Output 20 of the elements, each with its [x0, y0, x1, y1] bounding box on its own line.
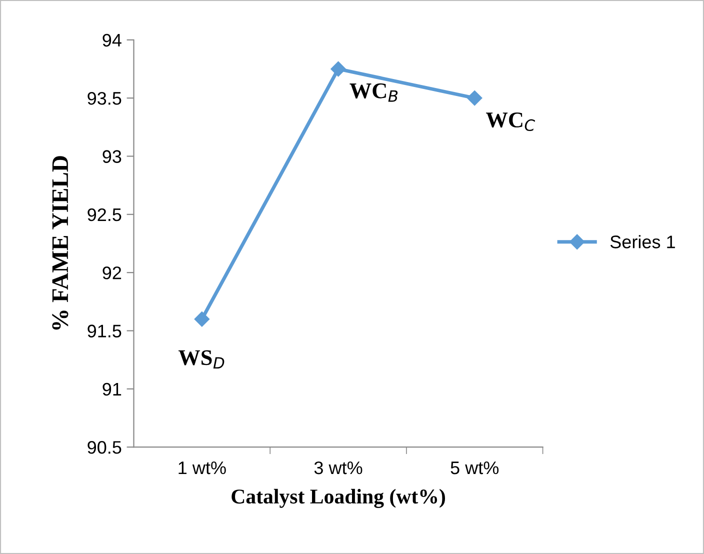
annotation: WC$_{C}$ — [486, 112, 536, 132]
y-tick-label: 91 — [102, 382, 122, 396]
y-axis-title: % FAME YIELD — [52, 156, 68, 330]
x-axis-title: Catalyst Loading (wt%) — [232, 488, 445, 508]
annotation: WS$_{D}$ — [178, 350, 224, 369]
y-tick-label: 92 — [102, 266, 122, 280]
point — [467, 90, 482, 106]
x-tick-label: 3 wt% — [314, 461, 362, 474]
x-tick-label: 5 wt% — [450, 462, 499, 474]
y-tick-label: 92.5 — [88, 208, 122, 222]
y-tick-label: 93.5 — [88, 92, 122, 105]
annotation: WC$_{B}$ — [350, 83, 398, 102]
legend-label: Series 1 — [610, 235, 675, 248]
y-tick-label: 91.5 — [88, 324, 122, 338]
x-tick-label: 1 wt% — [178, 462, 226, 474]
y-tick-label: 90.5 — [88, 441, 122, 454]
point — [194, 312, 210, 327]
y-tick-label: 93 — [102, 150, 122, 163]
y-tick-label: 94 — [102, 34, 122, 47]
point — [330, 61, 346, 77]
